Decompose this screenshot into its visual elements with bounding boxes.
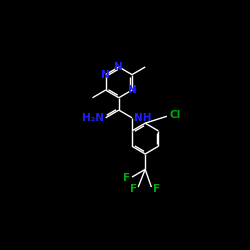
Text: N: N — [100, 70, 109, 80]
Text: F: F — [153, 184, 160, 194]
Text: F: F — [123, 173, 130, 183]
Text: F: F — [130, 184, 137, 194]
Text: NH: NH — [134, 113, 151, 123]
Text: N: N — [128, 85, 137, 95]
Text: Cl: Cl — [170, 110, 181, 120]
Text: N: N — [114, 62, 123, 72]
Text: H₂N: H₂N — [82, 113, 104, 123]
